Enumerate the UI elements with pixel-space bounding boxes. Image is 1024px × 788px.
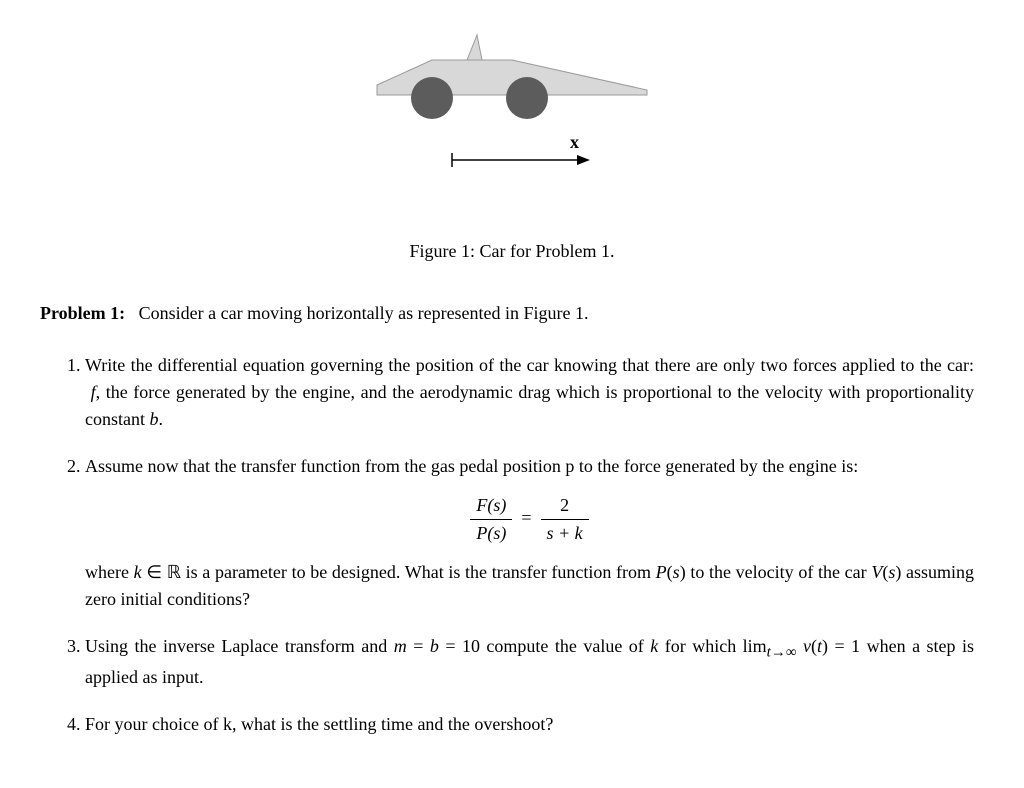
problem-list: Write the differential equation governin… xyxy=(40,352,984,738)
equation-transfer-function: F(s) P(s) = 2 s + k xyxy=(85,492,974,547)
eq-rhs-frac: 2 s + k xyxy=(541,492,589,547)
eq-equals: = xyxy=(517,508,536,528)
x-axis-label: x xyxy=(570,132,579,152)
eq-rhs-num: 2 xyxy=(541,492,589,520)
item-2-intro: Assume now that the transfer function fr… xyxy=(85,456,858,476)
item-2: Assume now that the transfer function fr… xyxy=(85,453,984,613)
item-4-text: For your choice of k, what is the settli… xyxy=(85,714,553,734)
item-3: Using the inverse Laplace transform and … xyxy=(85,633,984,691)
eq-lhs-den: P(s) xyxy=(470,520,512,547)
problem-label: Problem 1: xyxy=(40,303,125,323)
figure-container: x Figure 1: Car for Problem 1. xyxy=(40,30,984,265)
figure-caption: Figure 1: Car for Problem 1. xyxy=(40,238,984,265)
eq-rhs-den: s + k xyxy=(541,520,589,547)
item-4: For your choice of k, what is the settli… xyxy=(85,711,984,738)
eq-lhs-num: F(s) xyxy=(470,492,512,520)
item-1: Write the differential equation governin… xyxy=(85,352,984,433)
car-fin xyxy=(467,35,482,60)
problem-header: Problem 1: Consider a car moving horizon… xyxy=(40,300,984,327)
car-diagram: x xyxy=(332,30,692,208)
wheel-right xyxy=(506,77,548,119)
x-axis-arrowhead xyxy=(577,155,590,165)
problem-intro: Consider a car moving horizontally as re… xyxy=(139,303,589,323)
eq-lhs-frac: F(s) P(s) xyxy=(470,492,512,547)
car-svg: x xyxy=(332,30,692,200)
wheel-left xyxy=(411,77,453,119)
